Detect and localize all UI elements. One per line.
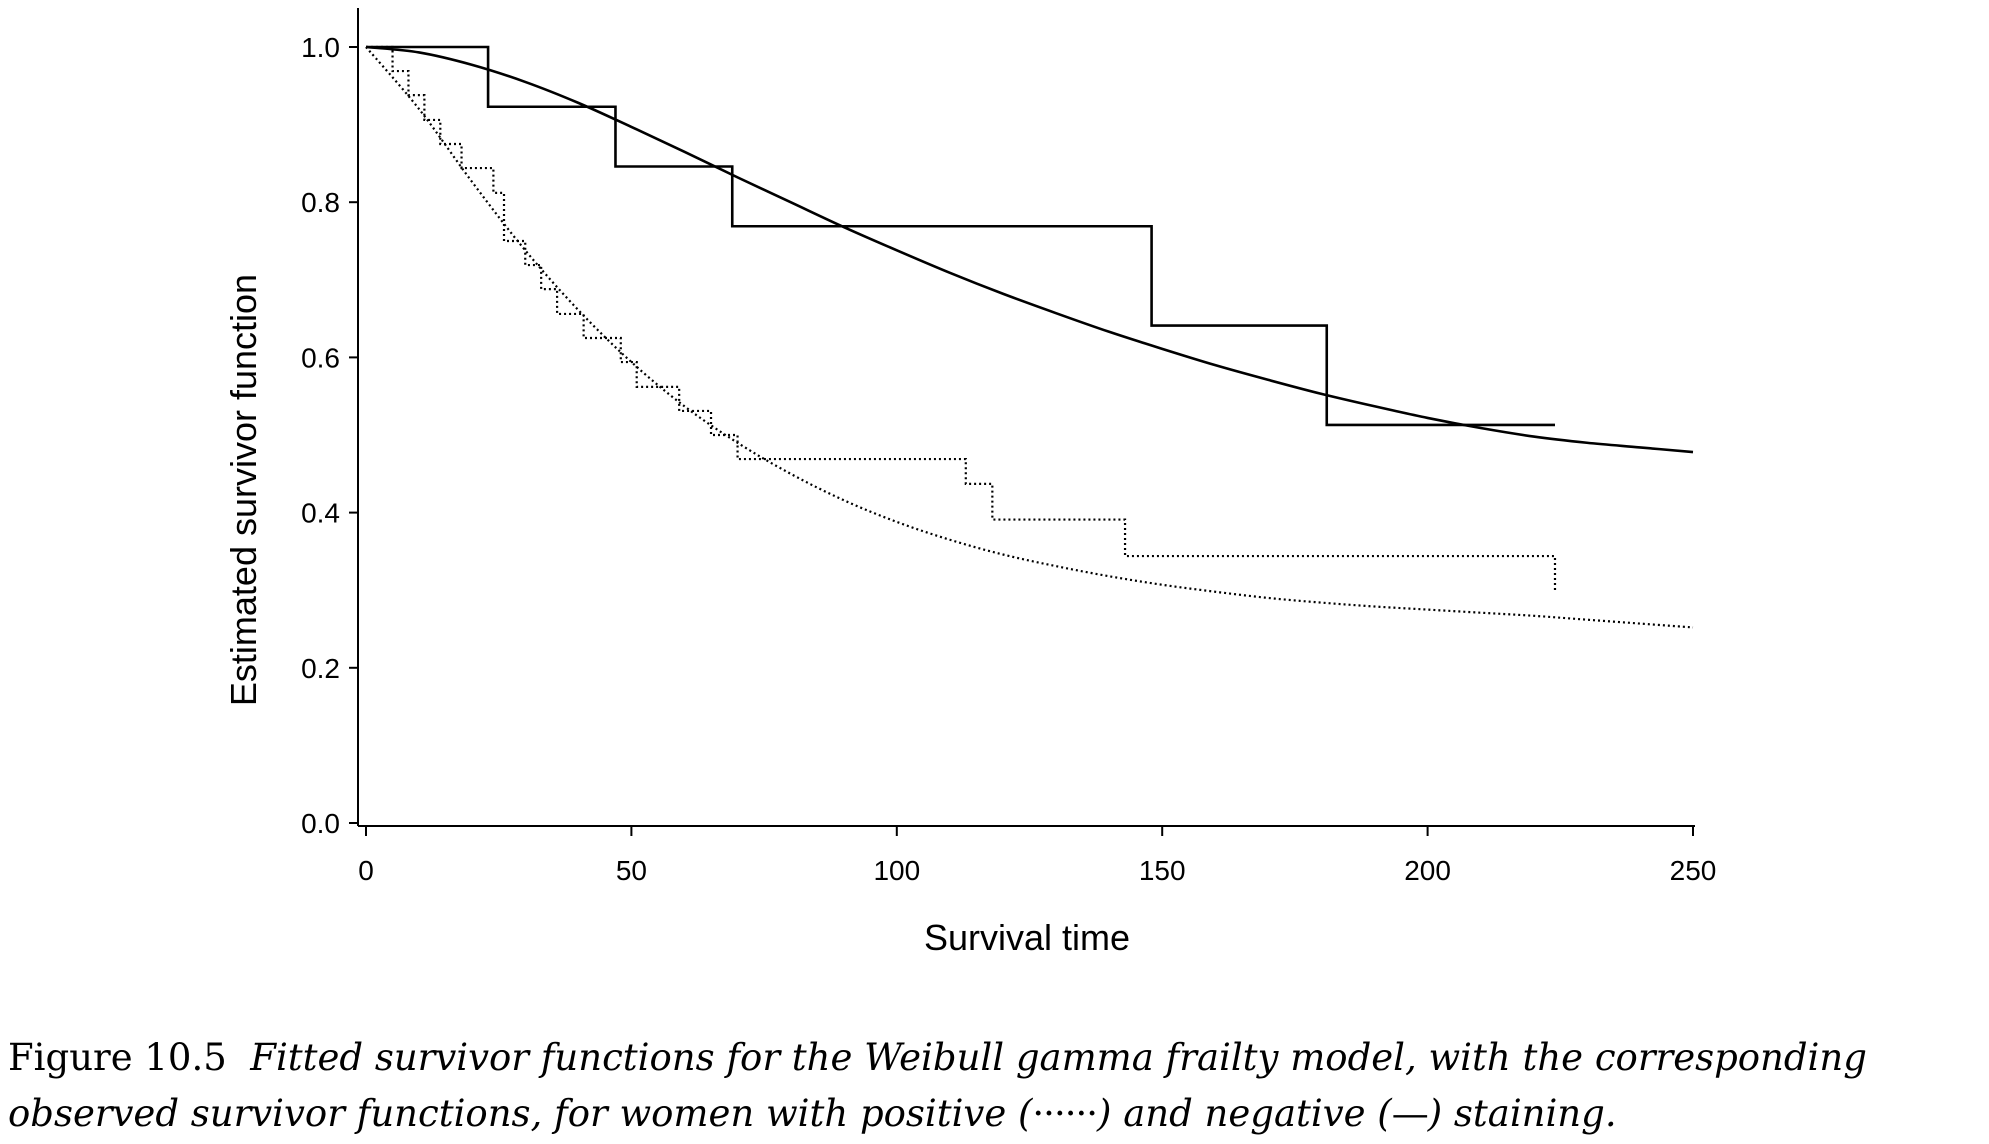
series-layer [365, 45, 1694, 629]
solid-line-symbol: — [1391, 1092, 1429, 1135]
axes [357, 8, 1695, 827]
caption-line-1: Figure 10.5 Fitted survivor functions fo… [8, 1030, 1983, 1086]
caption-line-2: observed survivor functions, for women w… [8, 1086, 1983, 1142]
dotted-line-symbol: ······ [1032, 1092, 1098, 1135]
y-tick-label: 0.6 [301, 342, 340, 373]
y-axis-title: Estimated survivor function [223, 274, 264, 706]
caption-text-2b: ) and negative ( [1097, 1092, 1392, 1135]
x-tick-label: 200 [1404, 855, 1451, 886]
survivor-chart: 0.0 0.2 0.4 0.6 0.8 1.0 0 50 100 150 200 250 Survi… [223, 8, 1716, 958]
x-axis-title: Survival time [924, 917, 1130, 958]
x-tick-label: 50 [616, 855, 647, 886]
caption-label: Figure 10.5 [8, 1036, 227, 1079]
positive-observed-step-line [366, 45, 1557, 593]
x-tick-label: 150 [1139, 855, 1186, 886]
caption-text-1: Fitted survivor functions for the Weibul… [250, 1036, 1867, 1079]
y-tick-label: 0.2 [301, 653, 340, 684]
caption-text-2c: ) staining. [1427, 1092, 1617, 1135]
y-tick-label: 1.0 [301, 32, 340, 63]
negative-observed-step-line [366, 45, 1555, 427]
y-tick-label: 0.4 [301, 498, 340, 529]
negative-fitted-curve [365, 45, 1694, 454]
figure-caption: Figure 10.5 Fitted survivor functions fo… [8, 1030, 1983, 1142]
caption-text-2a: observed survivor functions, for women w… [8, 1092, 1033, 1135]
x-tick-label: 0 [358, 855, 374, 886]
y-tick-label: 0.8 [301, 187, 340, 218]
positive-fitted-curve [365, 46, 1694, 629]
x-axis-ticks: 0 50 100 150 200 250 [358, 826, 1716, 886]
x-tick-label: 250 [1670, 855, 1717, 886]
x-tick-label: 100 [873, 855, 920, 886]
y-axis-ticks: 0.0 0.2 0.4 0.6 0.8 1.0 [301, 32, 358, 839]
y-tick-label: 0.0 [301, 808, 340, 839]
